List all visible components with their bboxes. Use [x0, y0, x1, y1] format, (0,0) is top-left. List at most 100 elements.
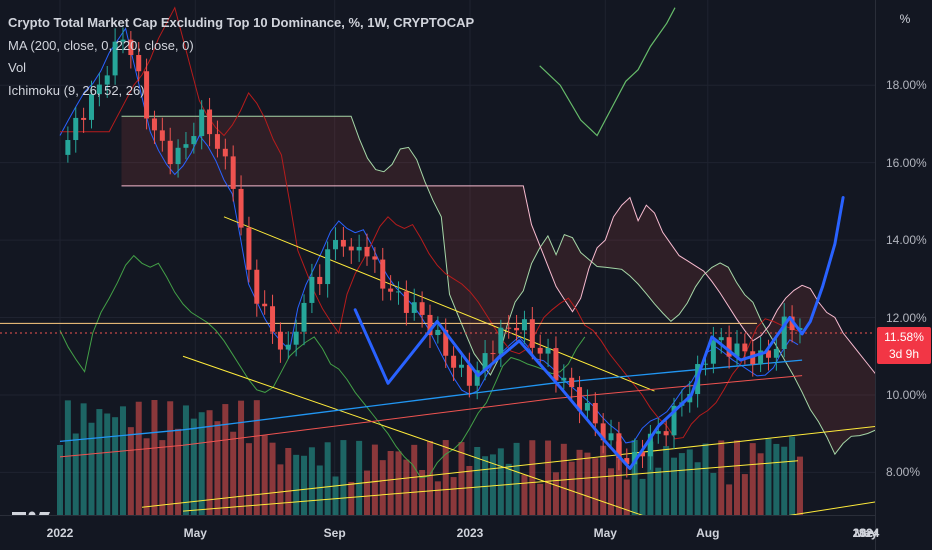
candle-body	[545, 348, 551, 354]
price-axis[interactable]: % 8.00% 10.00% 12.00% 14.00% 16.00% 18.00% 11…	[875, 0, 932, 550]
candle-body	[112, 41, 118, 76]
volume-bar	[119, 406, 126, 515]
candle-body	[663, 431, 669, 436]
candle-body	[309, 276, 315, 303]
candle-body	[96, 84, 102, 95]
volume-bar	[151, 400, 158, 515]
candle-body	[214, 134, 220, 149]
volume-bar	[104, 413, 111, 515]
candle-body	[632, 451, 638, 465]
volume-bar	[631, 440, 638, 515]
volume-bar	[789, 436, 796, 515]
candle-body	[451, 355, 457, 368]
candle-body	[73, 117, 79, 141]
ichimoku-span-b	[121, 185, 893, 400]
projection-fractal-line	[539, 7, 676, 137]
candle-body	[333, 239, 339, 250]
volume-bar	[324, 442, 331, 515]
y-tick-label: 16.00%	[886, 155, 927, 170]
ichimoku-span-a	[121, 115, 893, 456]
candle-body	[537, 347, 543, 354]
candle-body	[671, 405, 677, 436]
candle-body	[584, 403, 590, 411]
volume-bar	[733, 440, 740, 515]
candle-body	[191, 136, 197, 145]
legend-vol[interactable]: Vol	[8, 60, 27, 75]
candle-body	[506, 327, 512, 329]
volume-bar	[671, 457, 678, 515]
candle-body	[395, 291, 401, 293]
volume-bar	[434, 481, 441, 515]
candle-body	[758, 350, 764, 365]
candle-body	[230, 156, 236, 189]
x-tick-label: May	[593, 526, 617, 540]
volume-bar	[615, 441, 622, 515]
volume-bar	[749, 443, 756, 515]
volume-bar	[190, 418, 197, 515]
candle-body	[246, 227, 252, 270]
volume-bar	[72, 433, 79, 515]
candle-body	[167, 140, 173, 165]
current-price-label: 11.58%	[884, 330, 924, 344]
volume-bar	[340, 440, 347, 515]
candle-body	[569, 377, 575, 388]
legend-ichimoku[interactable]: Ichimoku (9, 26, 52, 26)	[8, 82, 145, 98]
y-tick-label: 18.00%	[886, 78, 927, 93]
candle-body	[765, 350, 771, 358]
candle-body	[120, 39, 126, 42]
volume-bar	[222, 404, 229, 515]
unit-toggle-button[interactable]: %	[899, 12, 911, 26]
candle-body	[742, 343, 748, 352]
candle-body	[380, 259, 386, 289]
trendline	[223, 216, 655, 392]
trendline	[141, 425, 881, 508]
volume-histogram	[57, 400, 803, 515]
candle-body	[773, 348, 779, 358]
volume-bar	[356, 440, 363, 515]
candle-body	[474, 370, 480, 386]
volume-bar	[600, 445, 607, 515]
volume-bar	[718, 440, 725, 515]
volume-bar	[639, 478, 646, 515]
volume-bar	[663, 446, 670, 515]
volume-bar	[285, 447, 292, 515]
volume-bar	[277, 464, 284, 515]
volume-bar	[796, 456, 803, 515]
volume-bar	[253, 400, 260, 515]
volume-bar	[608, 468, 615, 515]
volume-bar	[419, 470, 426, 515]
volume-bar	[348, 481, 355, 515]
volume-bar	[245, 443, 252, 515]
ma-220-line	[59, 375, 803, 458]
candle-body	[561, 377, 567, 381]
volume-bar	[395, 451, 402, 515]
y-tick-label: 12.00%	[886, 310, 927, 325]
volume-bar	[466, 466, 473, 515]
candle-body	[466, 364, 472, 386]
candle-body	[144, 71, 150, 119]
candle-body	[285, 344, 291, 350]
ichimoku-lagging-span	[59, 254, 586, 479]
candle-body	[270, 306, 276, 332]
candle-body	[159, 130, 165, 141]
legend-ma[interactable]: MA (200, close, 0, 220, close, 0)	[8, 37, 194, 53]
volume-bar	[230, 431, 237, 515]
time-axis[interactable]: 2022 May Sep 2023 May Aug 2024 May Se	[0, 515, 879, 550]
volume-bar	[387, 450, 394, 515]
candle-body	[726, 337, 732, 357]
candle-body	[443, 329, 449, 356]
x-tick-label: May	[854, 526, 878, 540]
current-price-badge: 11.58% 3d 9h	[877, 327, 931, 364]
volume-bar	[560, 443, 567, 515]
candle-body	[183, 144, 189, 148]
candle-body	[718, 337, 724, 341]
volume-bar	[521, 474, 528, 515]
candle-body	[317, 276, 323, 285]
projection-drawings	[353, 7, 845, 470]
volume-bar	[214, 421, 221, 515]
volume-bar	[757, 453, 764, 515]
volume-bar	[238, 400, 245, 515]
candle-body	[388, 288, 394, 292]
volume-bar	[576, 449, 583, 515]
